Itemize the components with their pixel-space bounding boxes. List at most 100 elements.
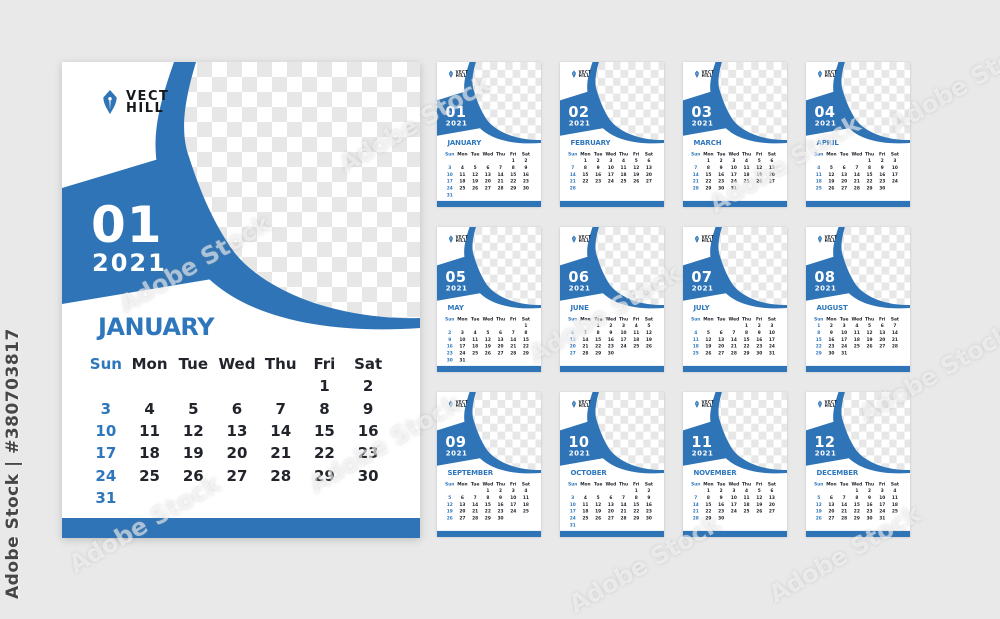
calendar-card-mini: VECT HILL 08 2021 AUGUST Sun Mon Tue Wed Thu…: [806, 227, 910, 372]
date-cell: 15: [815, 336, 822, 343]
date-cell: 15: [705, 171, 712, 178]
date-cell: 24: [841, 343, 848, 349]
weekday-label: Mon: [580, 316, 591, 322]
footer-bar: [62, 518, 420, 538]
dates-grid: 1 2 3 4 5 6 7 8 9 10 11 12 13 14 15 16 17 18 19 20 21 22 23 24 2…: [566, 487, 655, 528]
date-cell: 11: [692, 336, 699, 343]
date-cell: 7: [842, 494, 846, 501]
date-cell: 26: [446, 515, 453, 521]
brand-name: VECT HILL: [126, 90, 169, 115]
date-cell: 18: [743, 171, 750, 178]
date-cell: 31: [730, 185, 737, 191]
month-title: NOVEMBER: [693, 468, 737, 477]
weekday-label: Fri: [510, 151, 517, 157]
date-cell: 8: [868, 164, 872, 171]
date-cell: 15: [582, 171, 589, 178]
weekday-label: Mon: [703, 151, 714, 157]
date-cell: 18: [633, 336, 640, 343]
date-cell: 14: [270, 421, 292, 440]
date-cell: 29: [522, 350, 529, 356]
weekday-label: Thu: [495, 481, 506, 487]
month-title: APRIL: [816, 138, 839, 147]
calendar-card-mini: VECT HILL 11 2021 NOVEMBER Sun Mon Tue Wed T…: [683, 392, 787, 537]
weekday-label: Mon: [457, 481, 468, 487]
weekday-label: Fri: [633, 316, 640, 322]
date-cell: 7: [511, 329, 515, 336]
brand-name-line1: VECT: [701, 235, 715, 240]
date-cell: 21: [510, 343, 517, 349]
date-cell: 30: [866, 515, 873, 521]
brand-logo: VECT HILL: [448, 400, 468, 408]
date-cell: 5: [647, 323, 651, 329]
weekday-label: Sat: [767, 316, 777, 322]
date-cell: 25: [139, 466, 160, 485]
weekday-label: Fri: [756, 316, 763, 322]
date-cell: 10: [730, 494, 737, 501]
date-cell: 3: [571, 494, 575, 501]
date-cell: 16: [828, 336, 835, 343]
date-cell: 20: [459, 508, 466, 514]
brand-name-line1: VECT: [578, 400, 592, 405]
date-cell: 13: [226, 421, 248, 440]
date-cell: 6: [770, 488, 774, 494]
month-number: 01: [445, 102, 467, 121]
weekday-label: Sat: [644, 151, 654, 157]
month-year: 2021: [691, 118, 714, 128]
date-cell: 1: [745, 323, 749, 329]
dates-grid: 1 2 3 4 5 6 7 8 9 10 11 12 13 14 15 16 17 18 19 20 21 22 23 24 2…: [443, 322, 532, 363]
date-cell: 4: [745, 488, 749, 494]
date-cell: 17: [730, 501, 737, 508]
date-cell: 20: [828, 508, 835, 514]
date-cell: 26: [815, 515, 822, 521]
date-cell: 26: [828, 185, 835, 191]
date-cell: 10: [510, 494, 517, 501]
date-cell: 16: [446, 343, 453, 349]
date-cell: 7: [622, 494, 626, 501]
date-cell: 11: [743, 494, 750, 501]
date-cell: 13: [879, 329, 886, 336]
weekday-label: Sat: [767, 481, 777, 487]
date-cell: 14: [891, 329, 898, 336]
date-cell: 12: [182, 421, 204, 440]
date-cell: 13: [497, 336, 504, 343]
date-cell: 31: [879, 515, 886, 521]
date-cell: 2: [880, 158, 884, 164]
pen-nib-icon: [695, 70, 699, 78]
date-cell: 24: [510, 508, 517, 514]
brand-name: VECT HILL: [701, 235, 715, 243]
date-cell: 13: [768, 494, 775, 501]
weekday-label: Wed: [482, 481, 494, 487]
date-cell: 6: [609, 494, 613, 501]
weekday-label: Tue: [716, 316, 726, 322]
date-cell: 25: [692, 350, 699, 356]
date-cell: 14: [853, 171, 860, 178]
date-cell: 30: [879, 185, 886, 191]
date-cell: 25: [743, 508, 750, 514]
date-cell: 1: [706, 158, 710, 164]
date-cell: 5: [829, 164, 833, 171]
card-decoration: [437, 62, 541, 144]
date-cell: 10: [841, 329, 848, 336]
weekday-label: Sat: [521, 481, 531, 487]
date-cell: 27: [768, 178, 775, 184]
weekday-header: Sun Mon Tue Wed Thu Fri Sat: [443, 316, 532, 323]
date-cell: 2: [499, 488, 503, 494]
month-number: 05: [445, 267, 467, 286]
date-cell: 6: [647, 158, 651, 164]
pen-nib-icon: [572, 235, 576, 243]
date-cell: 29: [484, 515, 491, 521]
date-cell: 5: [596, 494, 600, 501]
date-cell: 2: [868, 488, 872, 494]
weekday-header: Sun Mon Tue Wed Thu Fri Sat: [689, 316, 778, 323]
calendar-card-mini: VECT HILL 09 2021 SEPTEMBER Sun Mon Tue Wed…: [437, 392, 541, 537]
card-decoration: [806, 227, 910, 309]
brand-name: VECT HILL: [825, 235, 838, 243]
date-cell: 3: [622, 323, 626, 329]
brand-name-line2: HILL: [701, 73, 713, 79]
date-cell: 5: [634, 158, 638, 164]
date-cell: 11: [522, 494, 529, 501]
date-cell: 31: [95, 489, 117, 508]
weekday-label: Wed: [218, 355, 256, 373]
date-cell: 7: [499, 164, 503, 171]
pen-nib-icon: [572, 70, 576, 78]
